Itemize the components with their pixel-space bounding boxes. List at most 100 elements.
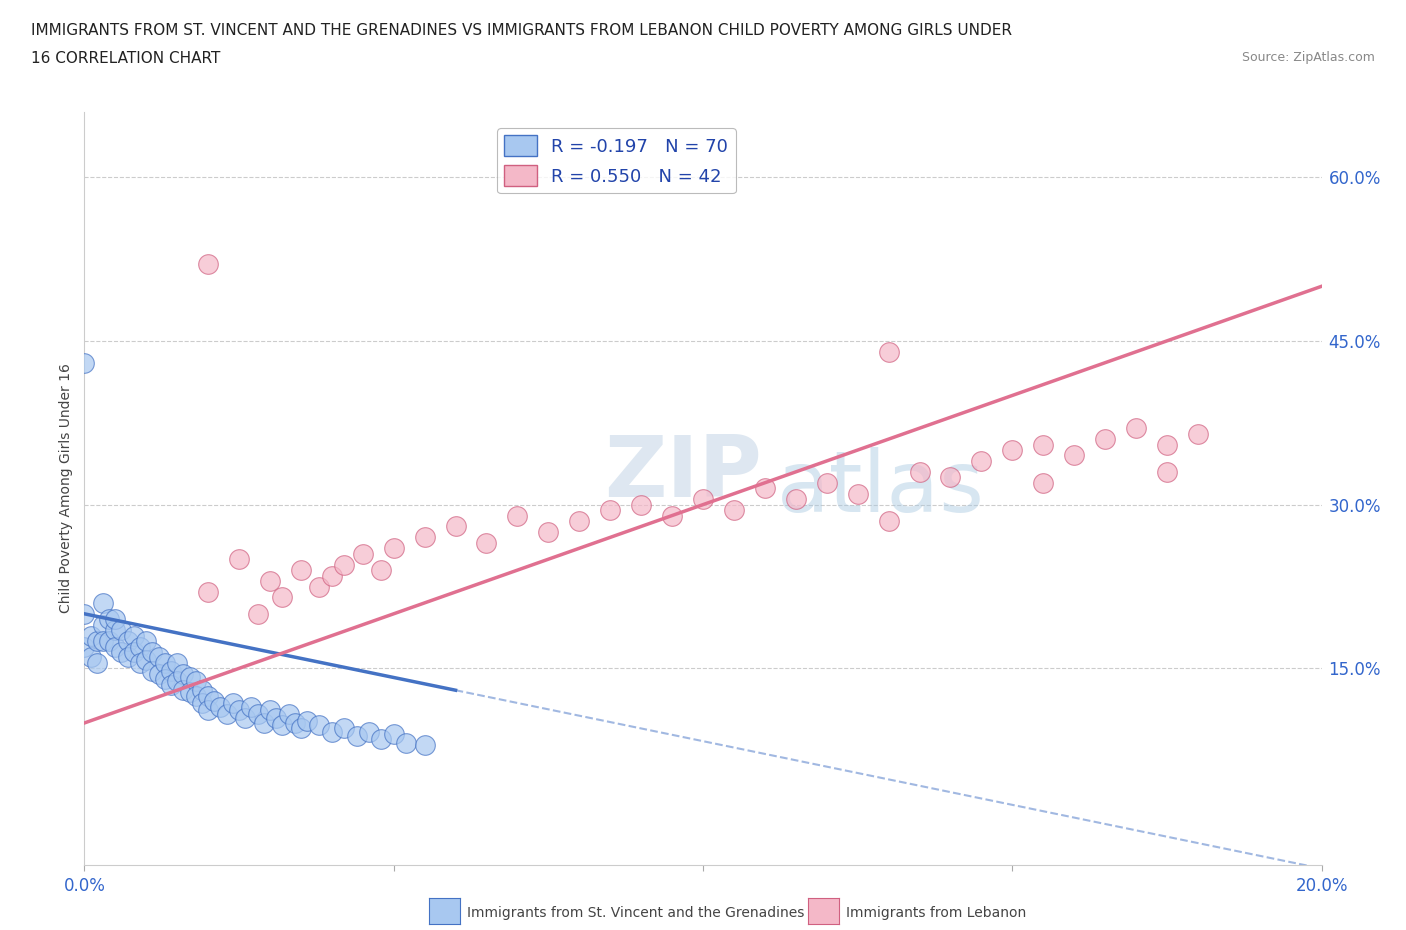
- Point: [661, 508, 683, 523]
- Point: [253, 715, 276, 730]
- Text: Immigrants from Lebanon: Immigrants from Lebanon: [846, 906, 1026, 921]
- Point: [537, 525, 560, 539]
- Legend: R = -0.197   N = 70, R = 0.550   N = 42: R = -0.197 N = 70, R = 0.550 N = 42: [498, 128, 735, 193]
- Point: [939, 470, 962, 485]
- Point: [308, 718, 330, 733]
- Point: [413, 737, 436, 752]
- Point: [228, 702, 250, 717]
- Point: [271, 718, 294, 733]
- Point: [264, 711, 287, 725]
- Text: ZIP: ZIP: [605, 432, 762, 514]
- Point: [692, 492, 714, 507]
- Point: [308, 579, 330, 594]
- Point: [506, 508, 529, 523]
- Point: [197, 688, 219, 703]
- Point: [370, 732, 392, 747]
- Point: [785, 492, 807, 507]
- Point: [148, 667, 170, 682]
- Point: [191, 696, 214, 711]
- Point: [754, 481, 776, 496]
- Point: [98, 633, 121, 648]
- Point: [179, 670, 201, 684]
- Text: Immigrants from St. Vincent and the Grenadines: Immigrants from St. Vincent and the Gren…: [467, 906, 804, 921]
- Point: [148, 650, 170, 665]
- Point: [172, 683, 194, 698]
- Point: [91, 595, 114, 610]
- Point: [86, 656, 108, 671]
- Point: [1032, 437, 1054, 452]
- Point: [166, 674, 188, 689]
- Point: [333, 557, 356, 572]
- Point: [197, 257, 219, 272]
- Point: [321, 724, 343, 739]
- Point: [110, 644, 132, 659]
- Point: [413, 530, 436, 545]
- Point: [1156, 464, 1178, 479]
- Text: atlas: atlas: [778, 446, 986, 530]
- Point: [846, 486, 869, 501]
- Point: [284, 715, 307, 730]
- Point: [246, 707, 269, 722]
- Point: [202, 694, 225, 709]
- Point: [352, 546, 374, 561]
- Point: [277, 707, 299, 722]
- Point: [129, 656, 152, 671]
- Point: [197, 702, 219, 717]
- Point: [191, 683, 214, 698]
- Point: [73, 606, 96, 621]
- Text: 16 CORRELATION CHART: 16 CORRELATION CHART: [31, 51, 221, 66]
- Point: [179, 685, 201, 700]
- Point: [160, 663, 183, 678]
- Point: [141, 644, 163, 659]
- Point: [153, 671, 176, 686]
- Point: [877, 513, 900, 528]
- Point: [228, 551, 250, 566]
- Point: [98, 612, 121, 627]
- Point: [73, 355, 96, 370]
- Point: [197, 585, 219, 600]
- Point: [104, 623, 127, 638]
- Point: [86, 633, 108, 648]
- Point: [73, 639, 96, 654]
- Point: [153, 656, 176, 671]
- Point: [79, 650, 101, 665]
- Point: [1001, 443, 1024, 458]
- Point: [630, 498, 652, 512]
- Point: [141, 663, 163, 678]
- Point: [233, 711, 256, 725]
- Point: [240, 699, 263, 714]
- Point: [723, 502, 745, 517]
- Point: [346, 728, 368, 743]
- Point: [122, 628, 145, 643]
- Point: [290, 563, 312, 578]
- Text: IMMIGRANTS FROM ST. VINCENT AND THE GRENADINES VS IMMIGRANTS FROM LEBANON CHILD : IMMIGRANTS FROM ST. VINCENT AND THE GREN…: [31, 23, 1012, 38]
- Point: [1125, 420, 1147, 435]
- Point: [117, 650, 139, 665]
- Point: [259, 574, 281, 589]
- Text: Source: ZipAtlas.com: Source: ZipAtlas.com: [1241, 51, 1375, 64]
- Point: [357, 724, 380, 739]
- Point: [184, 674, 207, 689]
- Point: [135, 652, 157, 667]
- Point: [1187, 426, 1209, 441]
- Point: [382, 541, 405, 556]
- Point: [271, 590, 294, 604]
- Point: [160, 677, 183, 692]
- Point: [184, 688, 207, 703]
- Point: [370, 563, 392, 578]
- Point: [129, 639, 152, 654]
- Point: [222, 696, 245, 711]
- Point: [815, 475, 838, 490]
- Point: [444, 519, 467, 534]
- Point: [475, 536, 498, 551]
- Point: [395, 736, 418, 751]
- Point: [877, 344, 900, 359]
- Point: [117, 633, 139, 648]
- Point: [91, 618, 114, 632]
- Point: [1094, 432, 1116, 446]
- Point: [599, 502, 621, 517]
- Point: [104, 612, 127, 627]
- Point: [104, 639, 127, 654]
- Point: [110, 623, 132, 638]
- Point: [1032, 475, 1054, 490]
